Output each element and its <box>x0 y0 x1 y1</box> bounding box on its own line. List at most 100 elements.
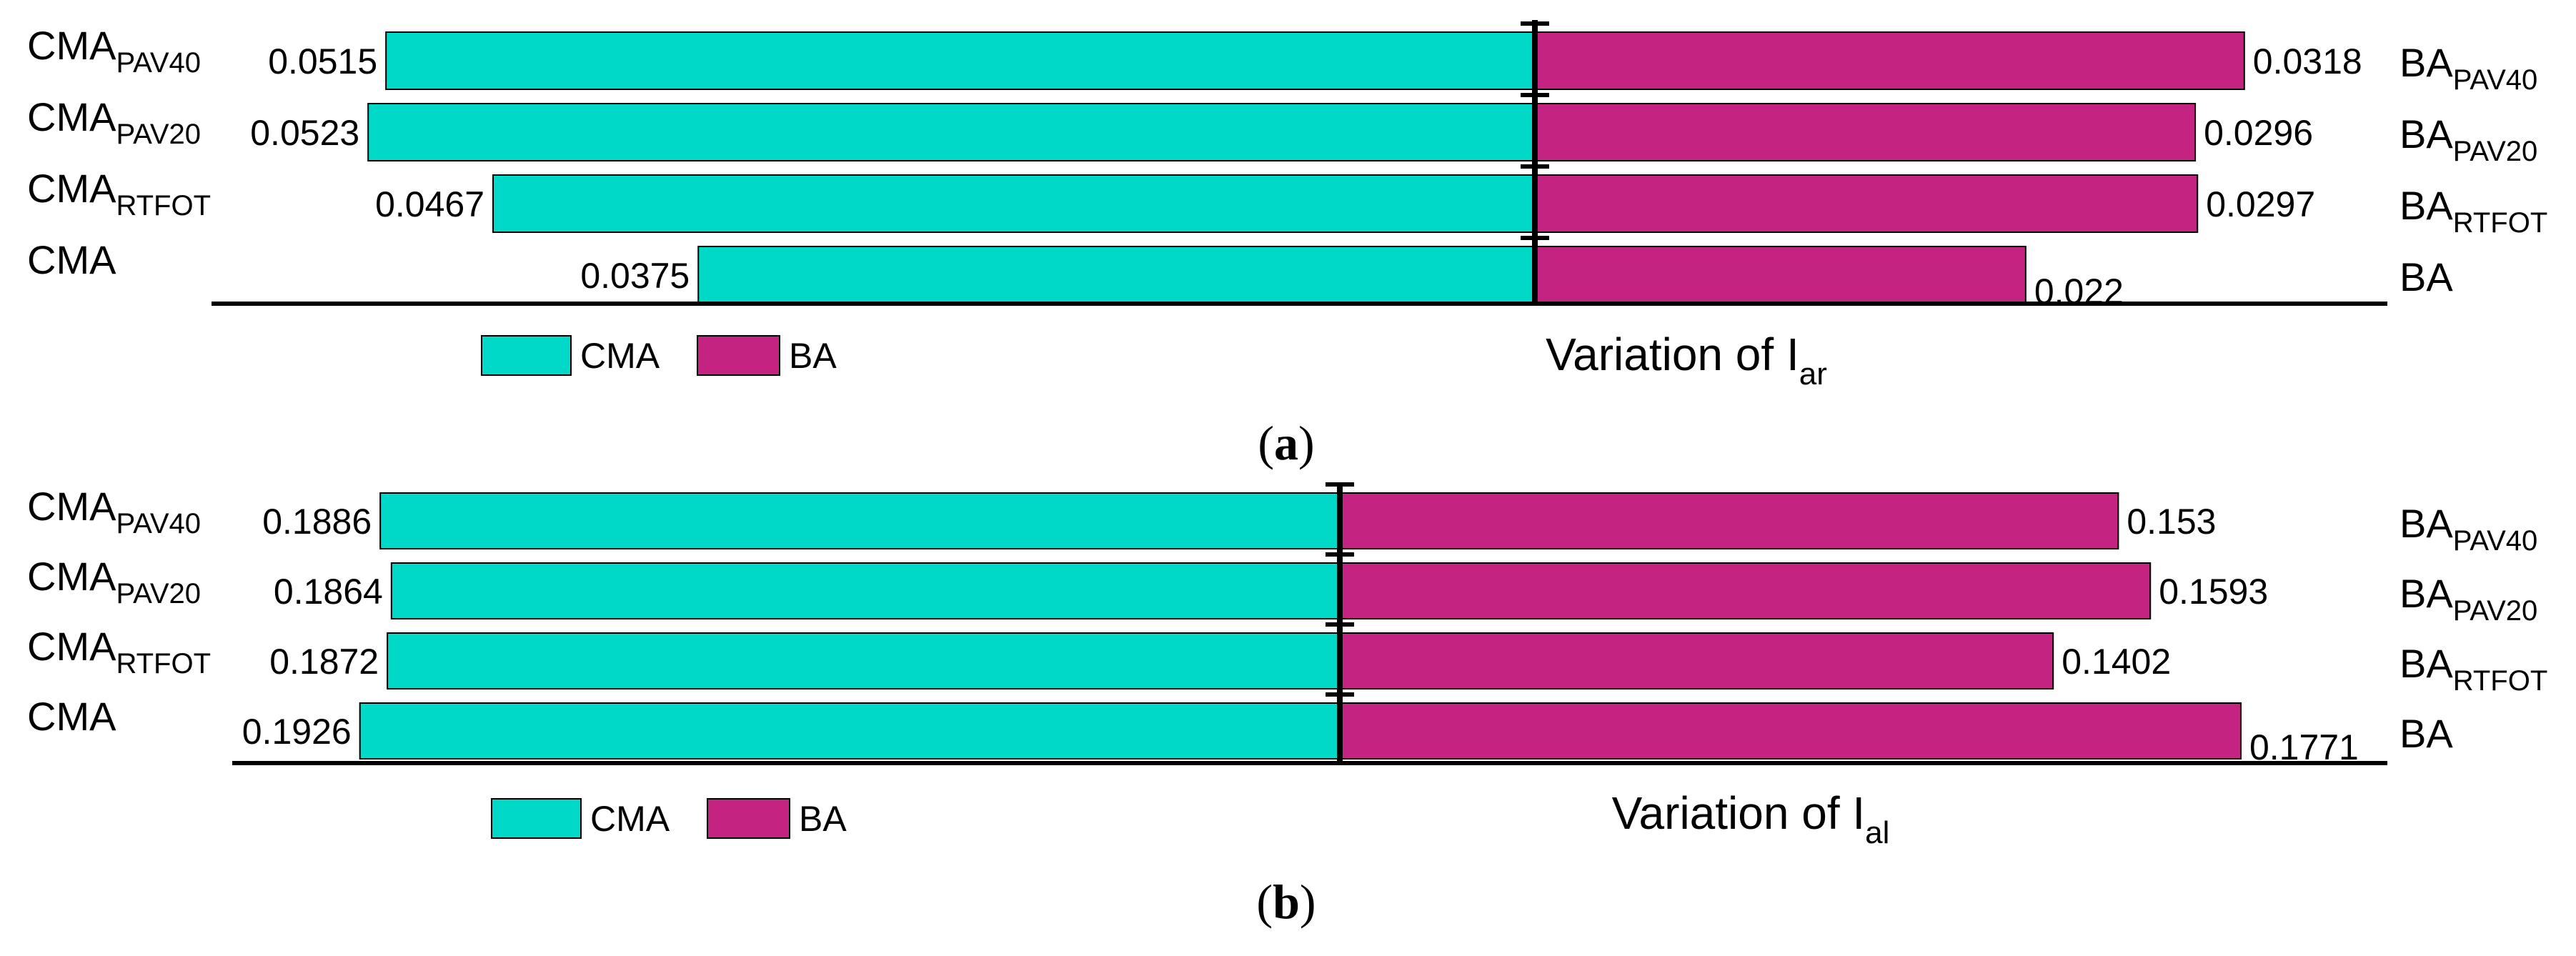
category-label-left: CMA <box>27 237 116 282</box>
category-label-left-base: CMA <box>27 694 116 739</box>
bar-cma <box>367 103 1536 161</box>
chart-title-subscript: ar <box>1799 357 1827 392</box>
legend: CMA BA <box>491 798 847 839</box>
category-label-right: BAPAV20 <box>2400 111 2537 167</box>
category-label-left-base: CMA <box>27 484 116 529</box>
legend-swatch-ba <box>707 798 790 839</box>
bar-cma <box>492 174 1536 233</box>
bar-ba <box>1339 632 2054 689</box>
data-label-cma: 0.0467 <box>375 184 484 224</box>
category-label-right-subscript: PAV20 <box>2453 136 2538 167</box>
category-label-left: CMAPAV20 <box>27 94 201 150</box>
category-label-right: BARTFOT <box>2400 183 2547 239</box>
data-label-cma: 0.0523 <box>250 113 359 153</box>
category-label-right-base: BA <box>2400 501 2453 546</box>
category-label-right-base: BA <box>2400 40 2453 85</box>
chart-title-subscript: al <box>1865 815 1889 850</box>
category-label-left: CMAPAV40 <box>27 484 201 539</box>
category-label-left-base: CMA <box>27 94 116 139</box>
legend-label-cma: CMA <box>580 336 660 376</box>
category-label-right: BAPAV40 <box>2400 501 2537 557</box>
category-label-right: BA <box>2400 254 2453 299</box>
bar-cma <box>359 702 1341 760</box>
category-label-right: BAPAV20 <box>2400 571 2537 627</box>
panel-caption-close: ) <box>1298 416 1315 470</box>
category-label-right-subscript: PAV40 <box>2453 525 2538 557</box>
bar-ba <box>1339 492 2119 549</box>
chart-title-text: Variation of I <box>1612 787 1866 839</box>
category-label-left-base: CMA <box>27 554 116 599</box>
category-label-right: BA <box>2400 711 2453 756</box>
panel-caption-letter: b <box>1273 875 1300 929</box>
category-label-right-base: BA <box>2400 571 2453 616</box>
legend-swatch-ba <box>697 335 780 376</box>
data-label-ba: 0.1593 <box>2159 572 2268 612</box>
panel-caption: (b) <box>1256 875 1316 929</box>
category-label-left: CMARTFOT <box>27 624 211 679</box>
category-label-left-base: CMA <box>27 237 116 282</box>
category-label-left-subscript: PAV20 <box>116 578 201 609</box>
bar-cma <box>697 246 1536 304</box>
data-label-ba: 0.1402 <box>2062 642 2171 682</box>
legend-label-ba: BA <box>789 336 837 376</box>
data-label-cma: 0.0515 <box>268 41 377 81</box>
category-label-left-base: CMA <box>27 166 116 211</box>
category-label-right-base: BA <box>2400 711 2453 756</box>
chart-title: Variation of Iar <box>1546 329 1827 392</box>
bar-ba <box>1534 246 2027 304</box>
legend-swatch-cma <box>491 798 582 839</box>
bar-ba <box>1534 103 2197 161</box>
bar-cma <box>385 31 1536 90</box>
bar-ba <box>1339 562 2152 619</box>
data-label-ba: 0.0296 <box>2204 113 2313 153</box>
category-label-right-subscript: RTFOT <box>2453 665 2548 697</box>
category-label-left: CMA <box>27 694 116 739</box>
legend-swatch-cma <box>481 335 572 376</box>
panel-caption-open: ( <box>1256 875 1273 929</box>
panel-caption-letter: a <box>1274 416 1298 470</box>
category-label-right-base: BA <box>2400 641 2453 686</box>
category-label-left-subscript: PAV40 <box>116 47 201 79</box>
data-label-ba: 0.0297 <box>2206 184 2315 224</box>
category-label-left: CMAPAV40 <box>27 23 201 79</box>
bar-ba <box>1339 702 2242 760</box>
category-label-left-subscript: PAV20 <box>116 119 201 150</box>
category-label-left-subscript: RTFOT <box>116 648 211 679</box>
data-label-ba: 0.153 <box>2127 502 2216 542</box>
bar-cma <box>390 562 1341 619</box>
bar-cma <box>379 492 1341 549</box>
chart-title: Variation of Ial <box>1612 787 1890 850</box>
bar-ba <box>1534 174 2199 233</box>
category-label-right-subscript: PAV40 <box>2453 64 2538 96</box>
category-label-right-subscript: PAV20 <box>2453 595 2538 627</box>
panel-caption: (a) <box>1258 416 1314 470</box>
data-label-cma: 0.1926 <box>242 712 352 752</box>
category-label-left: CMARTFOT <box>27 166 211 221</box>
chart-title-text: Variation of I <box>1546 329 1799 380</box>
legend-label-ba: BA <box>799 799 847 839</box>
category-label-right: BAPAV40 <box>2400 40 2537 96</box>
legend: CMA BA <box>481 335 837 376</box>
category-label-right-base: BA <box>2400 183 2453 228</box>
panel-caption-open: ( <box>1258 416 1274 470</box>
category-label-left: CMAPAV20 <box>27 554 201 609</box>
category-label-left-subscript: PAV40 <box>116 508 201 539</box>
data-label-ba: 0.0318 <box>2253 41 2362 81</box>
bar-ba <box>1534 31 2245 90</box>
data-label-cma: 0.1872 <box>269 642 379 682</box>
data-label-ba: 0.1771 <box>2249 727 2359 767</box>
category-label-left-base: CMA <box>27 624 116 669</box>
bar-cma <box>387 632 1341 689</box>
panel-caption-close: ) <box>1300 875 1316 929</box>
category-label-right-base: BA <box>2400 111 2453 156</box>
data-label-cma: 0.1864 <box>274 572 383 612</box>
category-label-left-base: CMA <box>27 23 116 68</box>
legend-label-cma: CMA <box>590 799 670 839</box>
category-label-right-subscript: RTFOT <box>2453 207 2548 239</box>
data-label-cma: 0.1886 <box>262 502 372 542</box>
category-label-right: BARTFOT <box>2400 641 2547 697</box>
